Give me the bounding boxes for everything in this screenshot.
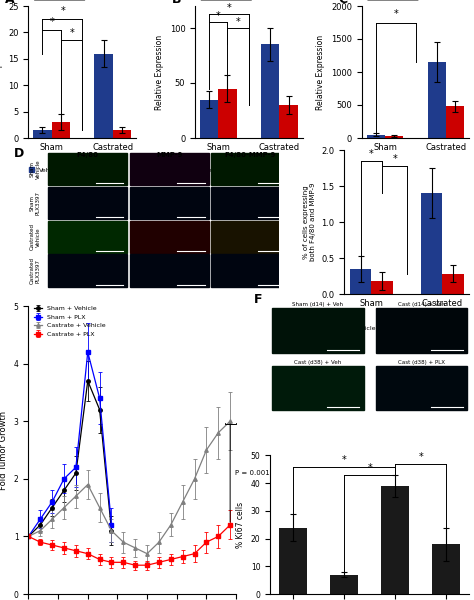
Legend: Sham + Vehicle, Sham + PLX, Castrate + Vehicle, Castrate + PLX: Sham + Vehicle, Sham + PLX, Castrate + V…	[32, 304, 108, 339]
Bar	[421, 193, 442, 294]
Bar	[211, 153, 290, 185]
Y-axis label: % Ki67 cells: % Ki67 cells	[236, 502, 245, 548]
Bar	[200, 100, 219, 138]
Bar	[350, 269, 371, 294]
Y-axis label: Fold Tumor Growth: Fold Tumor Growth	[0, 410, 8, 490]
Legend: Vehicle, PLX3397: Vehicle, PLX3397	[26, 165, 114, 175]
Bar	[371, 281, 392, 294]
Bar	[279, 527, 307, 594]
Text: A: A	[5, 0, 14, 6]
Text: Castrated
Vehicle: Castrated Vehicle	[30, 223, 40, 250]
Bar	[48, 153, 127, 185]
Text: *: *	[369, 149, 374, 160]
Bar	[52, 122, 70, 138]
Text: *: *	[227, 2, 232, 13]
Bar	[48, 221, 127, 253]
Y-axis label: Relative Expression: Relative Expression	[317, 34, 326, 110]
Text: *: *	[393, 9, 398, 19]
Text: C: C	[338, 0, 347, 6]
Bar	[211, 221, 290, 253]
Bar	[272, 365, 364, 410]
Bar	[219, 88, 237, 138]
Text: Sham
PLX3397: Sham PLX3397	[30, 191, 40, 215]
Bar	[330, 575, 358, 594]
Bar	[94, 53, 113, 138]
Bar	[130, 221, 209, 253]
Legend: Vehicle, PLX3397: Vehicle, PLX3397	[359, 165, 447, 175]
Text: P = 0.001: P = 0.001	[235, 470, 270, 476]
Text: Cast (d38) + Veh: Cast (d38) + Veh	[294, 359, 342, 365]
Bar	[376, 308, 467, 353]
Text: Sham
Vehicle: Sham Vehicle	[30, 159, 40, 179]
Text: Cast (d14) + Veh: Cast (d14) + Veh	[398, 302, 445, 307]
Bar	[211, 254, 290, 287]
Bar	[48, 254, 127, 287]
Text: *: *	[236, 17, 241, 27]
Text: *: *	[342, 455, 346, 465]
Text: Cast (d38) + PLX: Cast (d38) + PLX	[398, 359, 445, 365]
Bar	[48, 187, 127, 219]
Text: B: B	[172, 0, 181, 6]
Bar	[376, 365, 467, 410]
Y-axis label: Relative Expression: Relative Expression	[155, 34, 164, 110]
Text: *: *	[419, 452, 423, 463]
Bar	[428, 62, 446, 138]
Bar	[130, 187, 209, 219]
Text: D: D	[13, 147, 24, 160]
Bar	[130, 254, 209, 287]
Bar	[211, 187, 290, 219]
Y-axis label: Relative Expression: Relative Expression	[0, 34, 3, 110]
Bar	[385, 136, 403, 138]
Bar	[381, 486, 409, 594]
Text: *: *	[367, 463, 372, 473]
Legend: Vehicle, PLX3397: Vehicle, PLX3397	[341, 323, 428, 334]
Bar	[113, 130, 131, 138]
Text: F4/80-MMP-9: F4/80-MMP-9	[225, 152, 276, 158]
Bar	[272, 308, 364, 353]
Text: Sham (d14) + Veh: Sham (d14) + Veh	[292, 302, 344, 307]
Text: F: F	[254, 293, 263, 306]
Legend: Vehicle, PLX3397: Vehicle, PLX3397	[193, 165, 280, 175]
Bar	[432, 544, 460, 594]
Bar	[279, 105, 298, 138]
Text: Castrated
PLX3397: Castrated PLX3397	[30, 257, 40, 284]
Bar	[33, 130, 52, 138]
Text: *: *	[392, 154, 397, 164]
Bar	[261, 44, 279, 138]
Text: F4/80: F4/80	[77, 152, 99, 158]
Bar	[366, 134, 385, 138]
Bar	[130, 153, 209, 185]
Bar	[446, 106, 465, 138]
Bar	[442, 274, 464, 294]
Text: MMP-9: MMP-9	[156, 152, 182, 158]
Text: *: *	[69, 28, 74, 38]
Text: *: *	[49, 17, 54, 27]
Text: *: *	[216, 11, 221, 22]
Y-axis label: % of cells expressing
both F4/80 and MMP-9: % of cells expressing both F4/80 and MMP…	[303, 183, 316, 261]
Text: *: *	[60, 5, 65, 16]
